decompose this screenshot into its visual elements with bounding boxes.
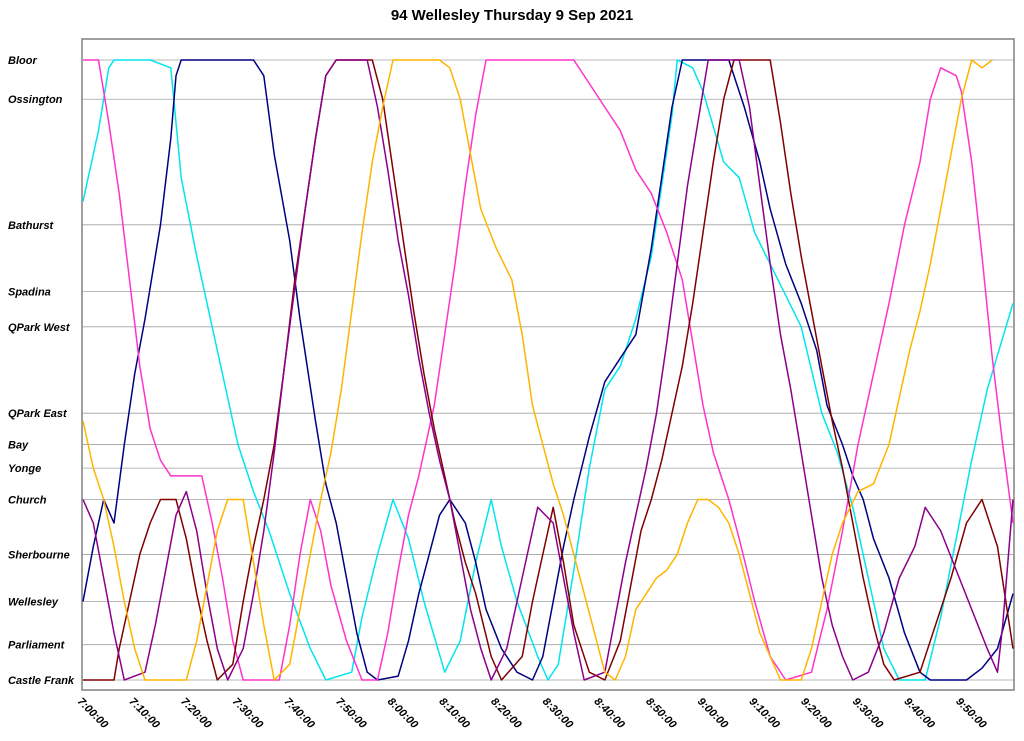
stop-label: QPark East — [8, 408, 68, 420]
stop-label: Yonge — [8, 463, 41, 475]
stop-label: Bloor — [8, 55, 37, 67]
stop-label: Ossington — [8, 94, 63, 106]
x-tick-label: 8:40:00 — [592, 696, 628, 732]
x-tick-label: 7:00:00 — [75, 696, 111, 732]
series-line-3 — [83, 59, 1014, 681]
series-lines — [82, 59, 1014, 681]
x-tick-label: 8:30:00 — [540, 696, 576, 732]
x-tick-label: 7:50:00 — [333, 696, 369, 732]
x-tick-label: 8:20:00 — [488, 696, 524, 732]
x-tick-label: 9:40:00 — [902, 696, 938, 732]
stop-label: Spadina — [8, 287, 51, 299]
series-line-5 — [82, 59, 993, 681]
stop-label: Sherbourne — [8, 549, 70, 561]
x-tick-label: 8:00:00 — [385, 696, 421, 732]
series-line-2 — [83, 59, 1014, 681]
stop-label: Church — [8, 494, 47, 506]
x-tick-label: 9:30:00 — [850, 696, 886, 732]
x-tick-label: 9:10:00 — [747, 696, 783, 732]
x-tick-label: 9:20:00 — [798, 696, 834, 732]
stop-label: Parliament — [8, 640, 66, 652]
stop-label: QPark West — [8, 322, 71, 334]
grid-lines — [82, 59, 1014, 681]
x-tick-label: 9:00:00 — [695, 696, 731, 732]
x-tick-label: 7:30:00 — [230, 696, 266, 732]
stop-label: Wellesley — [8, 597, 59, 609]
x-tick-label: 8:50:00 — [643, 696, 679, 732]
series-line-1 — [82, 59, 1014, 681]
x-tick-label: 7:20:00 — [178, 696, 214, 732]
x-tick-label: 9:50:00 — [953, 696, 989, 732]
x-tick-label: 7:40:00 — [282, 696, 318, 732]
plot-area — [81, 38, 1015, 691]
x-tick-label: 8:10:00 — [437, 696, 473, 732]
stop-label: Bay — [8, 440, 29, 452]
x-tick-labels: 7:00:00 7:10:00 7:20:00 7:30:00 7:40:00 7:50:… — [75, 696, 989, 732]
stop-label: Bathurst — [8, 220, 55, 232]
stop-labels: Bloor Ossington Bathurst Spadina QPark West Q… — [8, 55, 75, 687]
x-tick-label: 7:10:00 — [127, 696, 163, 732]
stop-label: Castle Frank — [8, 675, 75, 687]
chart-title: 94 Wellesley Thursday 9 Sep 2021 — [390, 7, 634, 24]
series-line-4 — [82, 59, 1014, 681]
